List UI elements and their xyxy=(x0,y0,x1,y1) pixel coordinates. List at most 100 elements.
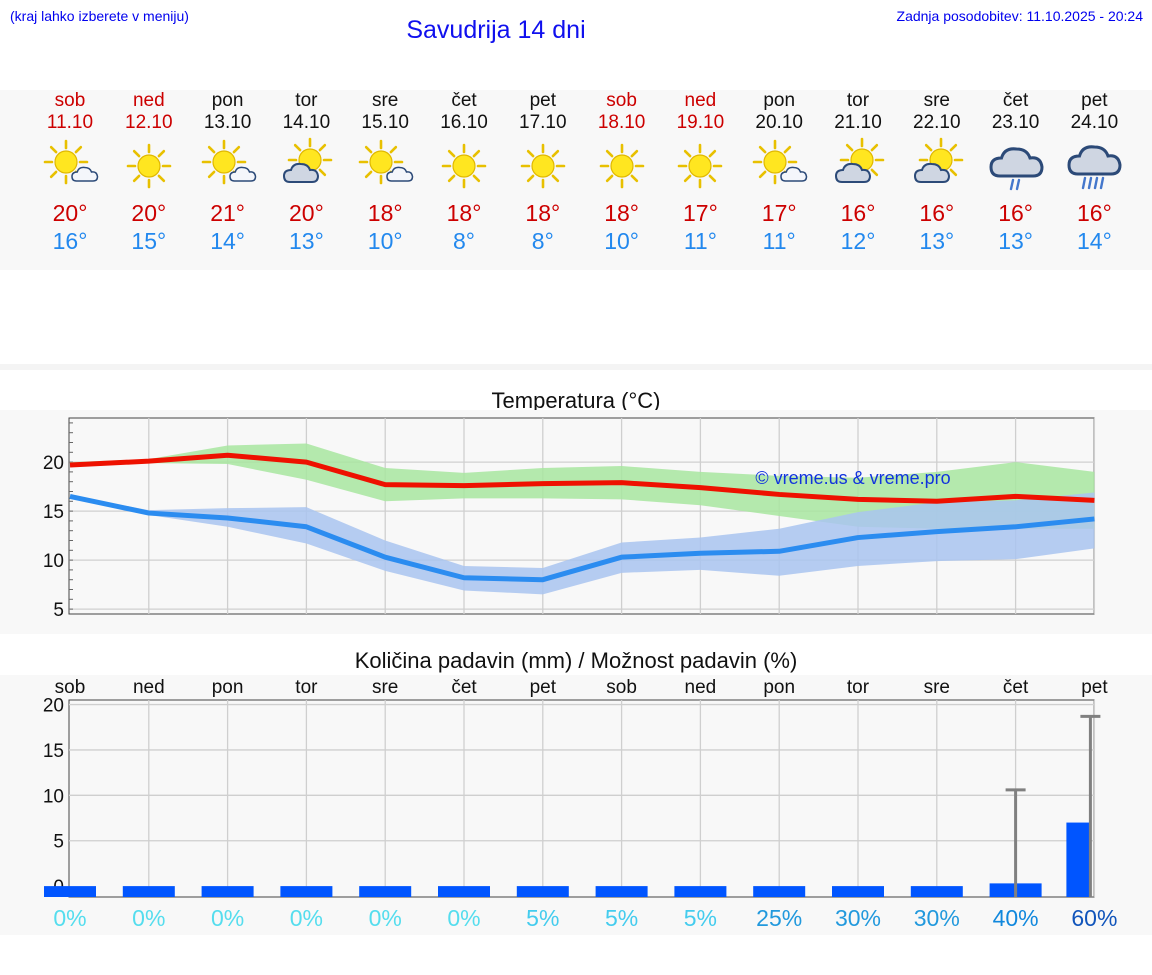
day-column: sre 15.10 18° 10° xyxy=(345,90,425,255)
day-name: pon xyxy=(211,90,244,111)
precip-probability: 60% xyxy=(1071,905,1118,931)
day-label: pon xyxy=(763,677,795,698)
day-min-temp: 10° xyxy=(367,228,403,254)
precip-bar xyxy=(201,886,254,897)
y-tick-label: 20 xyxy=(43,453,64,474)
precip-bar xyxy=(516,886,569,897)
day-label: ned xyxy=(133,677,165,698)
y-tick-label: 15 xyxy=(43,741,64,762)
precip-probability: 0% xyxy=(289,905,324,931)
day-date: 21.10 xyxy=(834,112,882,133)
precipitation-chart-panel: 05101520sobnedpontorsrečetpetsobnedponto… xyxy=(0,675,1152,935)
y-tick-label: 10 xyxy=(43,551,64,572)
day-max-temp: 20° xyxy=(289,200,324,226)
day-name: čet xyxy=(451,90,477,111)
day-label: tor xyxy=(295,677,318,698)
precip-bar xyxy=(1066,822,1091,897)
precip-bar xyxy=(674,886,727,897)
day-label: sob xyxy=(606,677,637,698)
precip-bar xyxy=(280,886,333,897)
day-date: 14.10 xyxy=(282,112,331,133)
precip-probability: 0% xyxy=(368,905,402,931)
day-column: čet 23.10 16° 13° xyxy=(976,90,1056,255)
day-min-temp: 16° xyxy=(52,228,88,254)
precip-bar xyxy=(122,886,175,897)
sun-icon xyxy=(126,143,172,189)
precip-probability: 30% xyxy=(913,905,960,931)
daily-forecast-panel: sob 11.10 20° 16° ned 12.10 20° 15° pon 13.10 21° 1… xyxy=(0,90,1152,270)
day-name: sob xyxy=(54,90,86,111)
day-label: pet xyxy=(530,677,557,698)
precip-probability: 0% xyxy=(447,905,481,931)
precip-probability: 25% xyxy=(756,905,803,931)
day-column: ned 19.10 17° 11° xyxy=(660,90,740,255)
day-min-temp: 10° xyxy=(604,228,639,254)
temperature-chart: 5 10 15 20 © vreme.us & vreme.pro xyxy=(43,417,1096,621)
sun-cloud-icon xyxy=(201,139,256,185)
day-label: tor xyxy=(847,677,870,698)
plot-area xyxy=(68,699,1095,898)
day-max-temp: 18° xyxy=(446,200,482,226)
y-tick-label: 5 xyxy=(53,600,64,621)
day-max-temp: 18° xyxy=(367,200,403,226)
day-label: sre xyxy=(924,677,950,698)
location-menu-hint[interactable]: (kraj lahko izberete v meniju) xyxy=(10,8,189,24)
day-label: čet xyxy=(1003,677,1029,698)
day-date: 15.10 xyxy=(361,112,409,133)
last-update: Zadnja posodobitev: 11.10.2025 - 20:24 xyxy=(896,8,1143,24)
day-column: pet 24.10 16° 14° xyxy=(1054,90,1134,255)
precip-bar xyxy=(44,886,96,897)
sun-cloud-icon xyxy=(43,139,99,185)
day-min-temp: 13° xyxy=(289,228,324,254)
precip-bar xyxy=(595,886,648,897)
day-date: 24.10 xyxy=(1070,112,1119,133)
precip-probability: 0% xyxy=(53,905,87,931)
day-name: sre xyxy=(371,90,399,111)
day-min-temp: 14° xyxy=(1077,228,1112,254)
precip-bar xyxy=(753,886,806,897)
watermark: © vreme.us & vreme.pro xyxy=(755,468,950,488)
day-label: sre xyxy=(372,677,398,698)
precip-probability: 0% xyxy=(210,905,245,931)
day-column: sre 22.10 16° 13° xyxy=(897,90,977,255)
day-column: tor 14.10 20° 13° xyxy=(266,90,346,255)
day-min-temp: 11° xyxy=(762,228,796,254)
day-min-temp: 8° xyxy=(531,228,554,254)
sun-icon xyxy=(441,143,487,189)
day-date: 11.10 xyxy=(46,112,94,133)
day-column: ned 12.10 20° 15° xyxy=(109,90,189,255)
day-label: pon xyxy=(212,677,244,698)
day-max-temp: 18° xyxy=(525,200,561,226)
day-name: pet xyxy=(1081,90,1108,111)
day-min-temp: 13° xyxy=(919,228,955,254)
sun-icon xyxy=(520,143,566,189)
day-max-temp: 17° xyxy=(683,200,718,226)
day-date: 20.10 xyxy=(755,112,803,133)
max-range-band xyxy=(70,443,1095,529)
day-column: čet 16.10 18° 8° xyxy=(424,90,504,255)
page-title: Savudrija 14 dni xyxy=(406,16,586,44)
heavy-rain-cloud-icon xyxy=(1067,145,1122,190)
sun-icon xyxy=(599,143,644,189)
y-tick-label: 10 xyxy=(43,786,64,807)
day-label: čet xyxy=(451,677,477,698)
precip-probability: 30% xyxy=(834,905,882,931)
day-name: ned xyxy=(132,90,165,111)
precip-probability: 5% xyxy=(683,905,718,931)
precip-probability: 5% xyxy=(604,905,639,931)
day-date: 18.10 xyxy=(597,112,646,133)
precip-bar xyxy=(359,886,412,897)
precip-bar xyxy=(832,886,884,897)
day-name: tor xyxy=(846,90,870,111)
y-tick-label: 5 xyxy=(53,832,64,853)
day-name: sre xyxy=(923,90,950,111)
day-date: 17.10 xyxy=(519,112,567,133)
divider xyxy=(0,364,1152,370)
precip-probability: 0% xyxy=(132,905,166,931)
precipitation-chart: 05101520sobnedpontorsrečetpetsobnedponto… xyxy=(43,677,1108,898)
precip-probability: 40% xyxy=(992,905,1039,931)
day-min-temp: 11° xyxy=(683,228,717,254)
day-date: 13.10 xyxy=(203,112,252,133)
day-name: ned xyxy=(684,90,717,111)
cloud-sun-icon xyxy=(834,137,885,183)
